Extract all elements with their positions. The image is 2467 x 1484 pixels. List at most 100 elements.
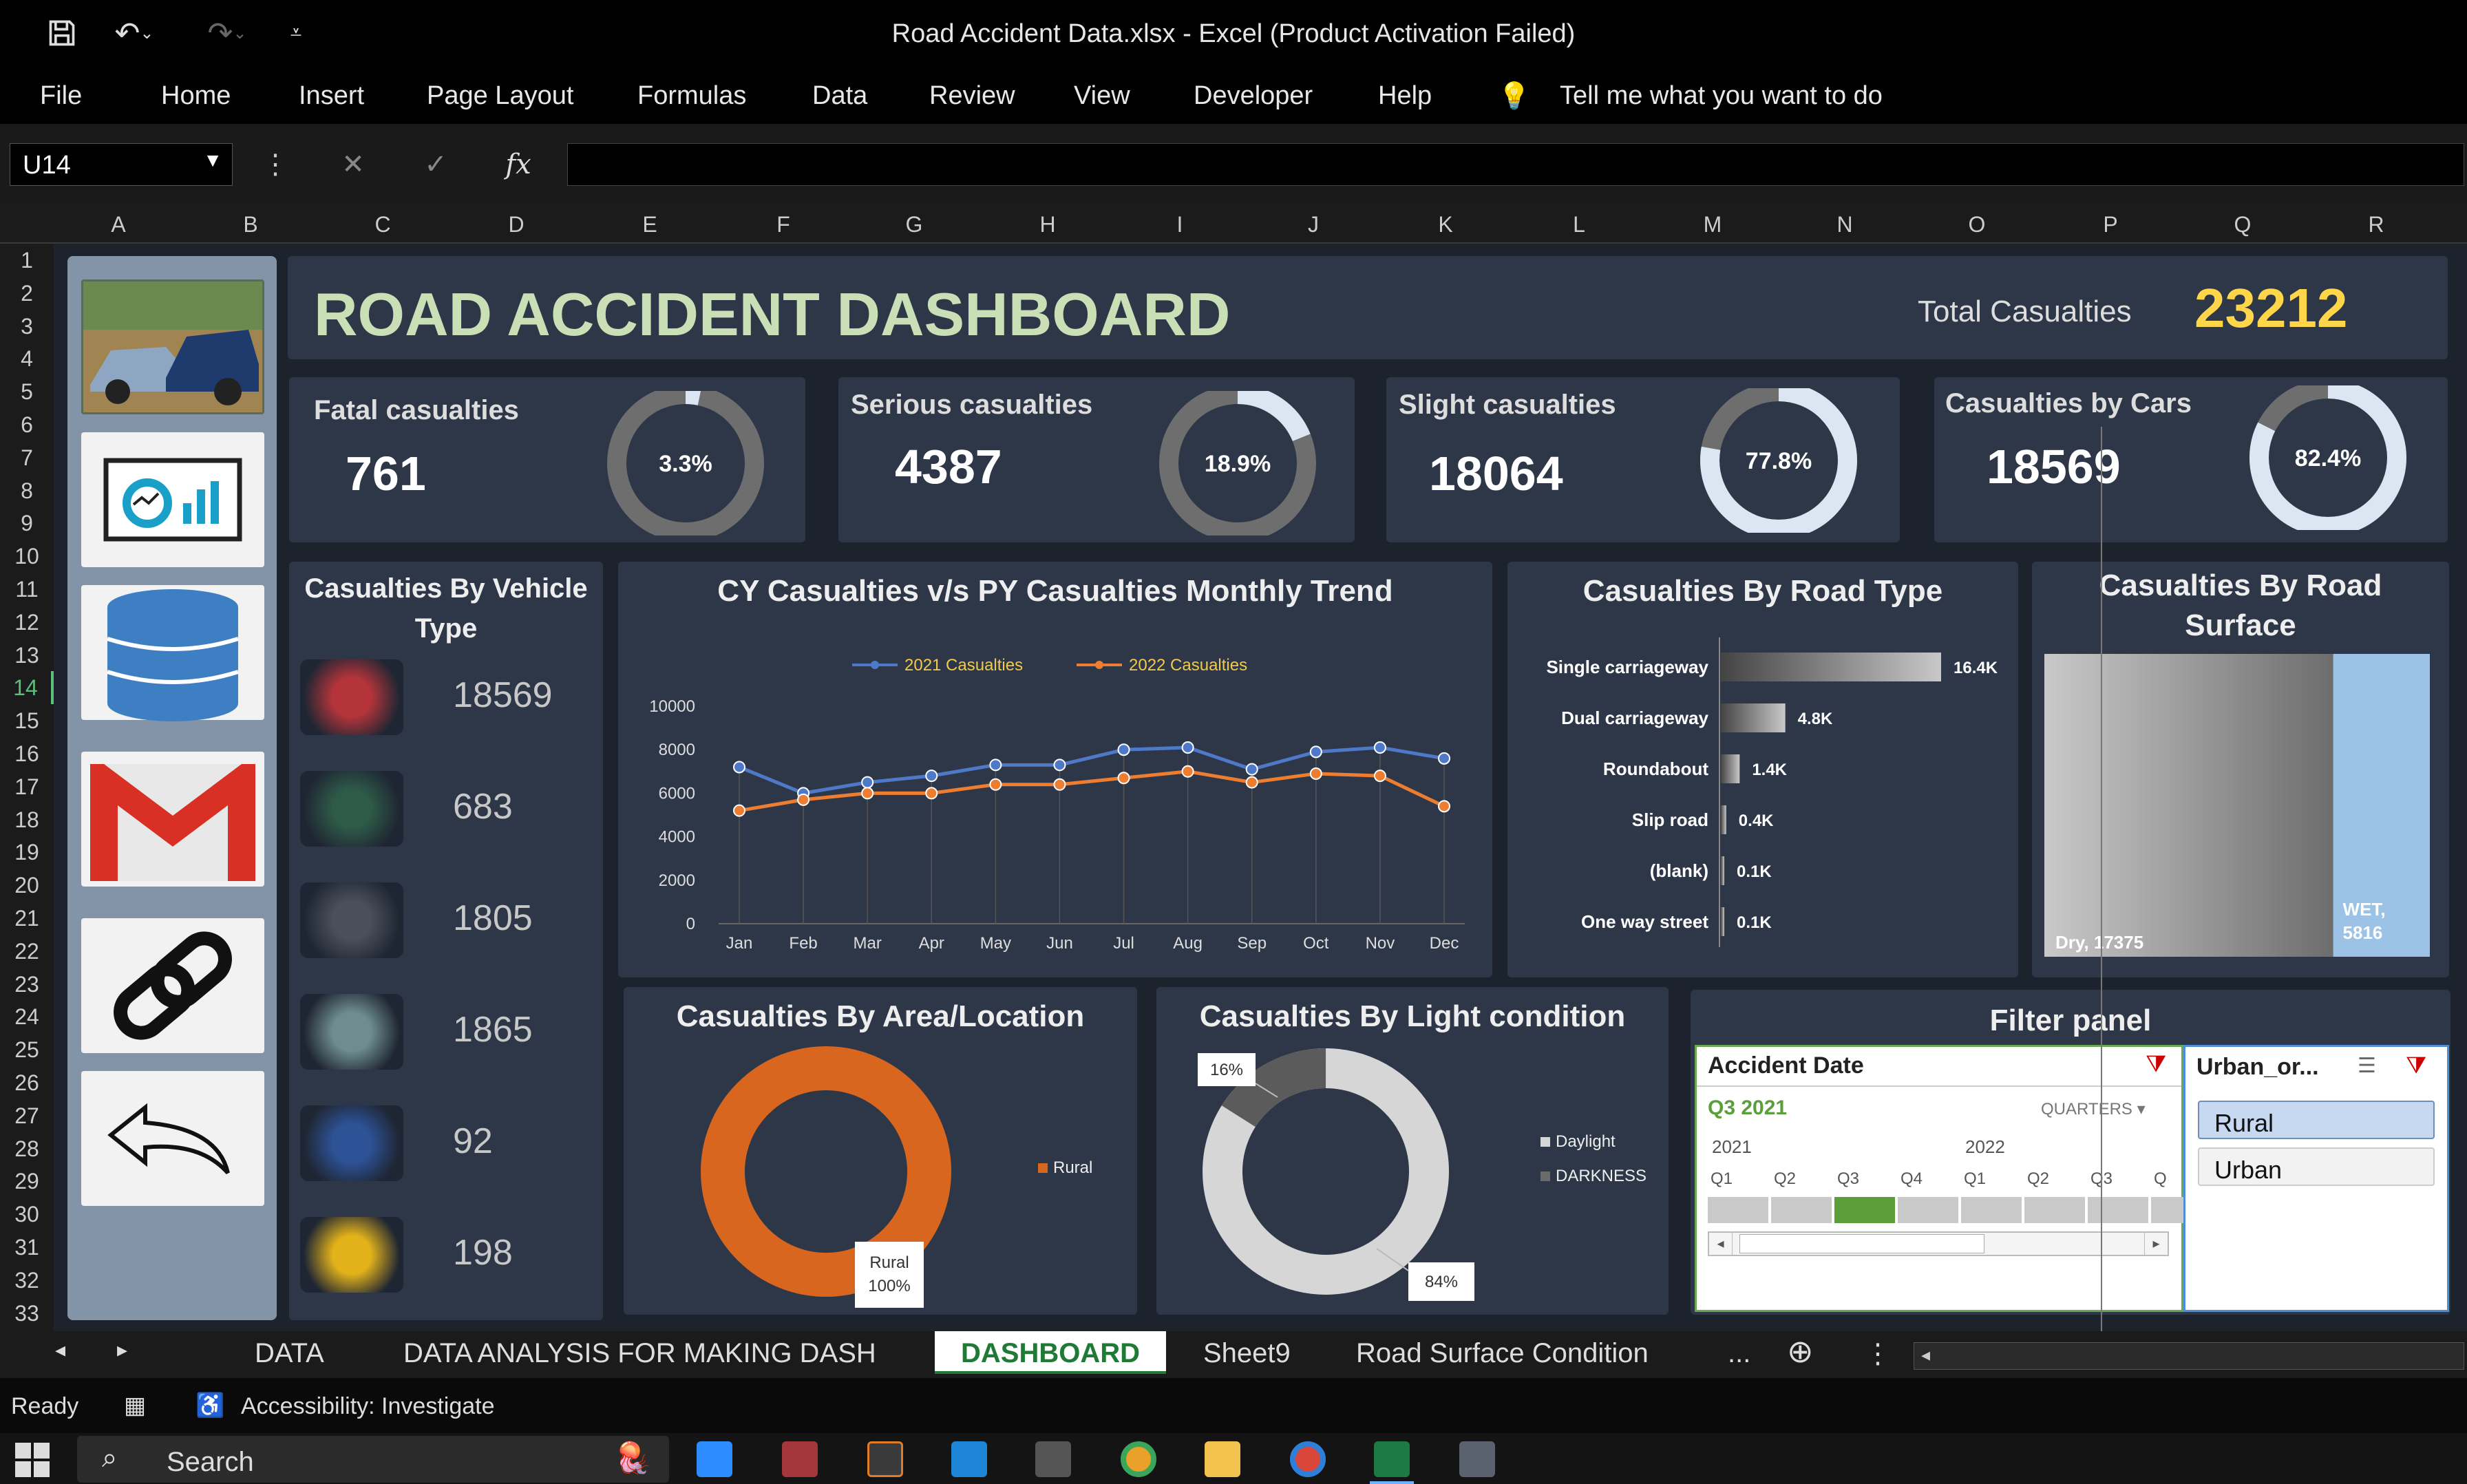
column-header[interactable]: L — [1573, 212, 1585, 237]
slicer-option-urban[interactable]: Urban — [2198, 1147, 2435, 1186]
horizontal-scrollbar[interactable]: ◂ — [1914, 1342, 2464, 1370]
quarter-cell[interactable] — [1708, 1197, 1768, 1223]
access-app-icon[interactable] — [782, 1441, 818, 1477]
crash-photo-icon[interactable] — [81, 279, 264, 414]
accessibility-icon[interactable]: ♿ — [195, 1392, 225, 1419]
tab-developer[interactable]: Developer — [1194, 81, 1313, 110]
taskbar-search-box[interactable]: ⌕ Search 🪼 — [77, 1436, 669, 1483]
row-header[interactable]: 19 — [14, 840, 39, 865]
slicer-option-rural[interactable]: Rural — [2198, 1101, 2435, 1139]
sheet-tab-analysis[interactable]: DATA ANALYSIS FOR MAKING DASH — [403, 1338, 876, 1368]
row-header[interactable]: 32 — [14, 1267, 39, 1293]
column-header[interactable]: A — [111, 212, 126, 237]
tab-help[interactable]: Help — [1378, 81, 1432, 110]
app-icon[interactable] — [867, 1441, 903, 1477]
column-header[interactable]: D — [508, 212, 525, 237]
tab-insert[interactable]: Insert — [299, 81, 365, 110]
scroll-left-icon[interactable]: ◂ — [1921, 1344, 1931, 1365]
row-header[interactable]: 25 — [14, 1037, 39, 1063]
row-header[interactable]: 3 — [21, 313, 33, 339]
enter-icon[interactable]: ✓ — [424, 149, 447, 180]
tab-home[interactable]: Home — [161, 81, 231, 110]
row-header[interactable]: 26 — [14, 1070, 39, 1095]
column-header[interactable]: I — [1176, 212, 1183, 237]
scroll-thumb[interactable] — [1739, 1234, 1984, 1253]
row-header[interactable]: 9 — [21, 511, 33, 536]
windows-start-icon[interactable] — [15, 1443, 50, 1477]
tab-file[interactable]: File — [40, 81, 83, 110]
vscode-app-icon[interactable] — [951, 1441, 987, 1477]
row-header[interactable]: 2 — [21, 280, 33, 306]
insert-function-icon[interactable]: fx — [505, 149, 531, 180]
save-icon[interactable] — [41, 11, 83, 55]
row-header[interactable]: 20 — [14, 873, 39, 898]
quarter-cell[interactable] — [2024, 1197, 2085, 1223]
tab-options-icon[interactable]: ⋮ — [1864, 1339, 1892, 1369]
column-header[interactable]: J — [1308, 212, 1319, 237]
row-header[interactable]: 22 — [14, 938, 39, 964]
column-header[interactable]: K — [1438, 212, 1453, 237]
row-header[interactable]: 7 — [21, 445, 33, 470]
timeline-level-dropdown[interactable]: QUARTERS ▾ — [2041, 1100, 2146, 1119]
excel-app-icon[interactable] — [1374, 1441, 1410, 1477]
row-header[interactable]: 17 — [14, 774, 39, 799]
tab-data[interactable]: Data — [812, 81, 868, 110]
column-header[interactable]: M — [1703, 212, 1722, 237]
tab-page-layout[interactable]: Page Layout — [427, 81, 574, 110]
tab-formulas[interactable]: Formulas — [637, 81, 747, 110]
clear-filter-icon[interactable]: ⧩ — [2406, 1052, 2427, 1079]
quarter-cell[interactable] — [1834, 1197, 1895, 1223]
column-header[interactable]: H — [1039, 212, 1056, 237]
column-header[interactable]: P — [2103, 212, 2118, 237]
accident-date-timeline[interactable]: Accident Date ⧩ Q3 2021 QUARTERS ▾ 2021 … — [1695, 1045, 2212, 1312]
row-header[interactable]: 27 — [14, 1103, 39, 1128]
quarter-cell[interactable] — [2088, 1197, 2148, 1223]
file-explorer-icon[interactable] — [1205, 1441, 1240, 1477]
row-header[interactable]: 1 — [21, 248, 33, 273]
row-header[interactable]: 16 — [14, 741, 39, 766]
row-header[interactable]: 23 — [14, 971, 39, 997]
row-header[interactable]: 31 — [14, 1235, 39, 1260]
row-header[interactable]: 33 — [14, 1300, 39, 1326]
name-box[interactable]: U14 ▼ — [10, 143, 233, 186]
row-header[interactable]: 29 — [14, 1169, 39, 1194]
sheet-tab-sheet9[interactable]: Sheet9 — [1203, 1338, 1291, 1368]
scroll-tabs-left-icon[interactable]: ◂ — [55, 1339, 66, 1361]
row-header[interactable]: 12 — [14, 609, 39, 635]
gmail-icon[interactable] — [81, 752, 264, 887]
back-arrow-icon[interactable] — [81, 1071, 264, 1206]
column-header[interactable]: Q — [2234, 212, 2252, 237]
column-header[interactable]: N — [1836, 212, 1853, 237]
quarter-cell[interactable] — [1771, 1197, 1832, 1223]
chrome-profile-icon[interactable] — [1290, 1441, 1326, 1477]
undo-icon[interactable]: ↶ ⌄ — [114, 16, 154, 50]
more-options-icon[interactable]: ⋮ — [262, 149, 289, 180]
dashboard-icon[interactable] — [81, 432, 264, 567]
database-icon[interactable] — [81, 585, 264, 721]
row-header[interactable]: 6 — [21, 412, 33, 437]
row-header[interactable]: 14 — [0, 671, 54, 705]
quarter-cell[interactable] — [1961, 1197, 2022, 1223]
snipping-tool-icon[interactable] — [1035, 1441, 1071, 1477]
cancel-icon[interactable]: ✕ — [341, 149, 365, 180]
tab-view[interactable]: View — [1074, 81, 1130, 110]
add-sheet-icon[interactable]: ⊕ — [1787, 1333, 1814, 1369]
scroll-left-icon[interactable]: ◂ — [1709, 1233, 1733, 1255]
quarter-cell[interactable] — [1898, 1197, 1958, 1223]
tell-me-search[interactable]: Tell me what you want to do — [1560, 81, 1883, 110]
column-header[interactable]: B — [243, 212, 258, 237]
row-header[interactable]: 24 — [14, 1004, 39, 1030]
column-header[interactable]: R — [2368, 212, 2384, 237]
customize-toolbar-icon[interactable]: ⩡ — [290, 21, 302, 44]
row-header[interactable]: 11 — [15, 577, 39, 602]
sheet-tab-road-surface[interactable]: Road Surface Condition — [1356, 1338, 1649, 1368]
zoom-app-icon[interactable] — [697, 1441, 732, 1477]
column-header[interactable]: E — [642, 212, 657, 237]
column-header[interactable]: C — [374, 212, 391, 237]
row-header[interactable]: 18 — [14, 807, 39, 832]
urban-rural-slicer[interactable]: Urban_or... ☰ ⧩ Rural Urban — [2183, 1045, 2449, 1312]
tab-review[interactable]: Review — [929, 81, 1015, 110]
sheet-tab-data[interactable]: DATA — [255, 1338, 324, 1368]
more-sheets[interactable]: ... — [1728, 1338, 1751, 1368]
macro-record-icon[interactable]: ▦ — [124, 1392, 147, 1419]
